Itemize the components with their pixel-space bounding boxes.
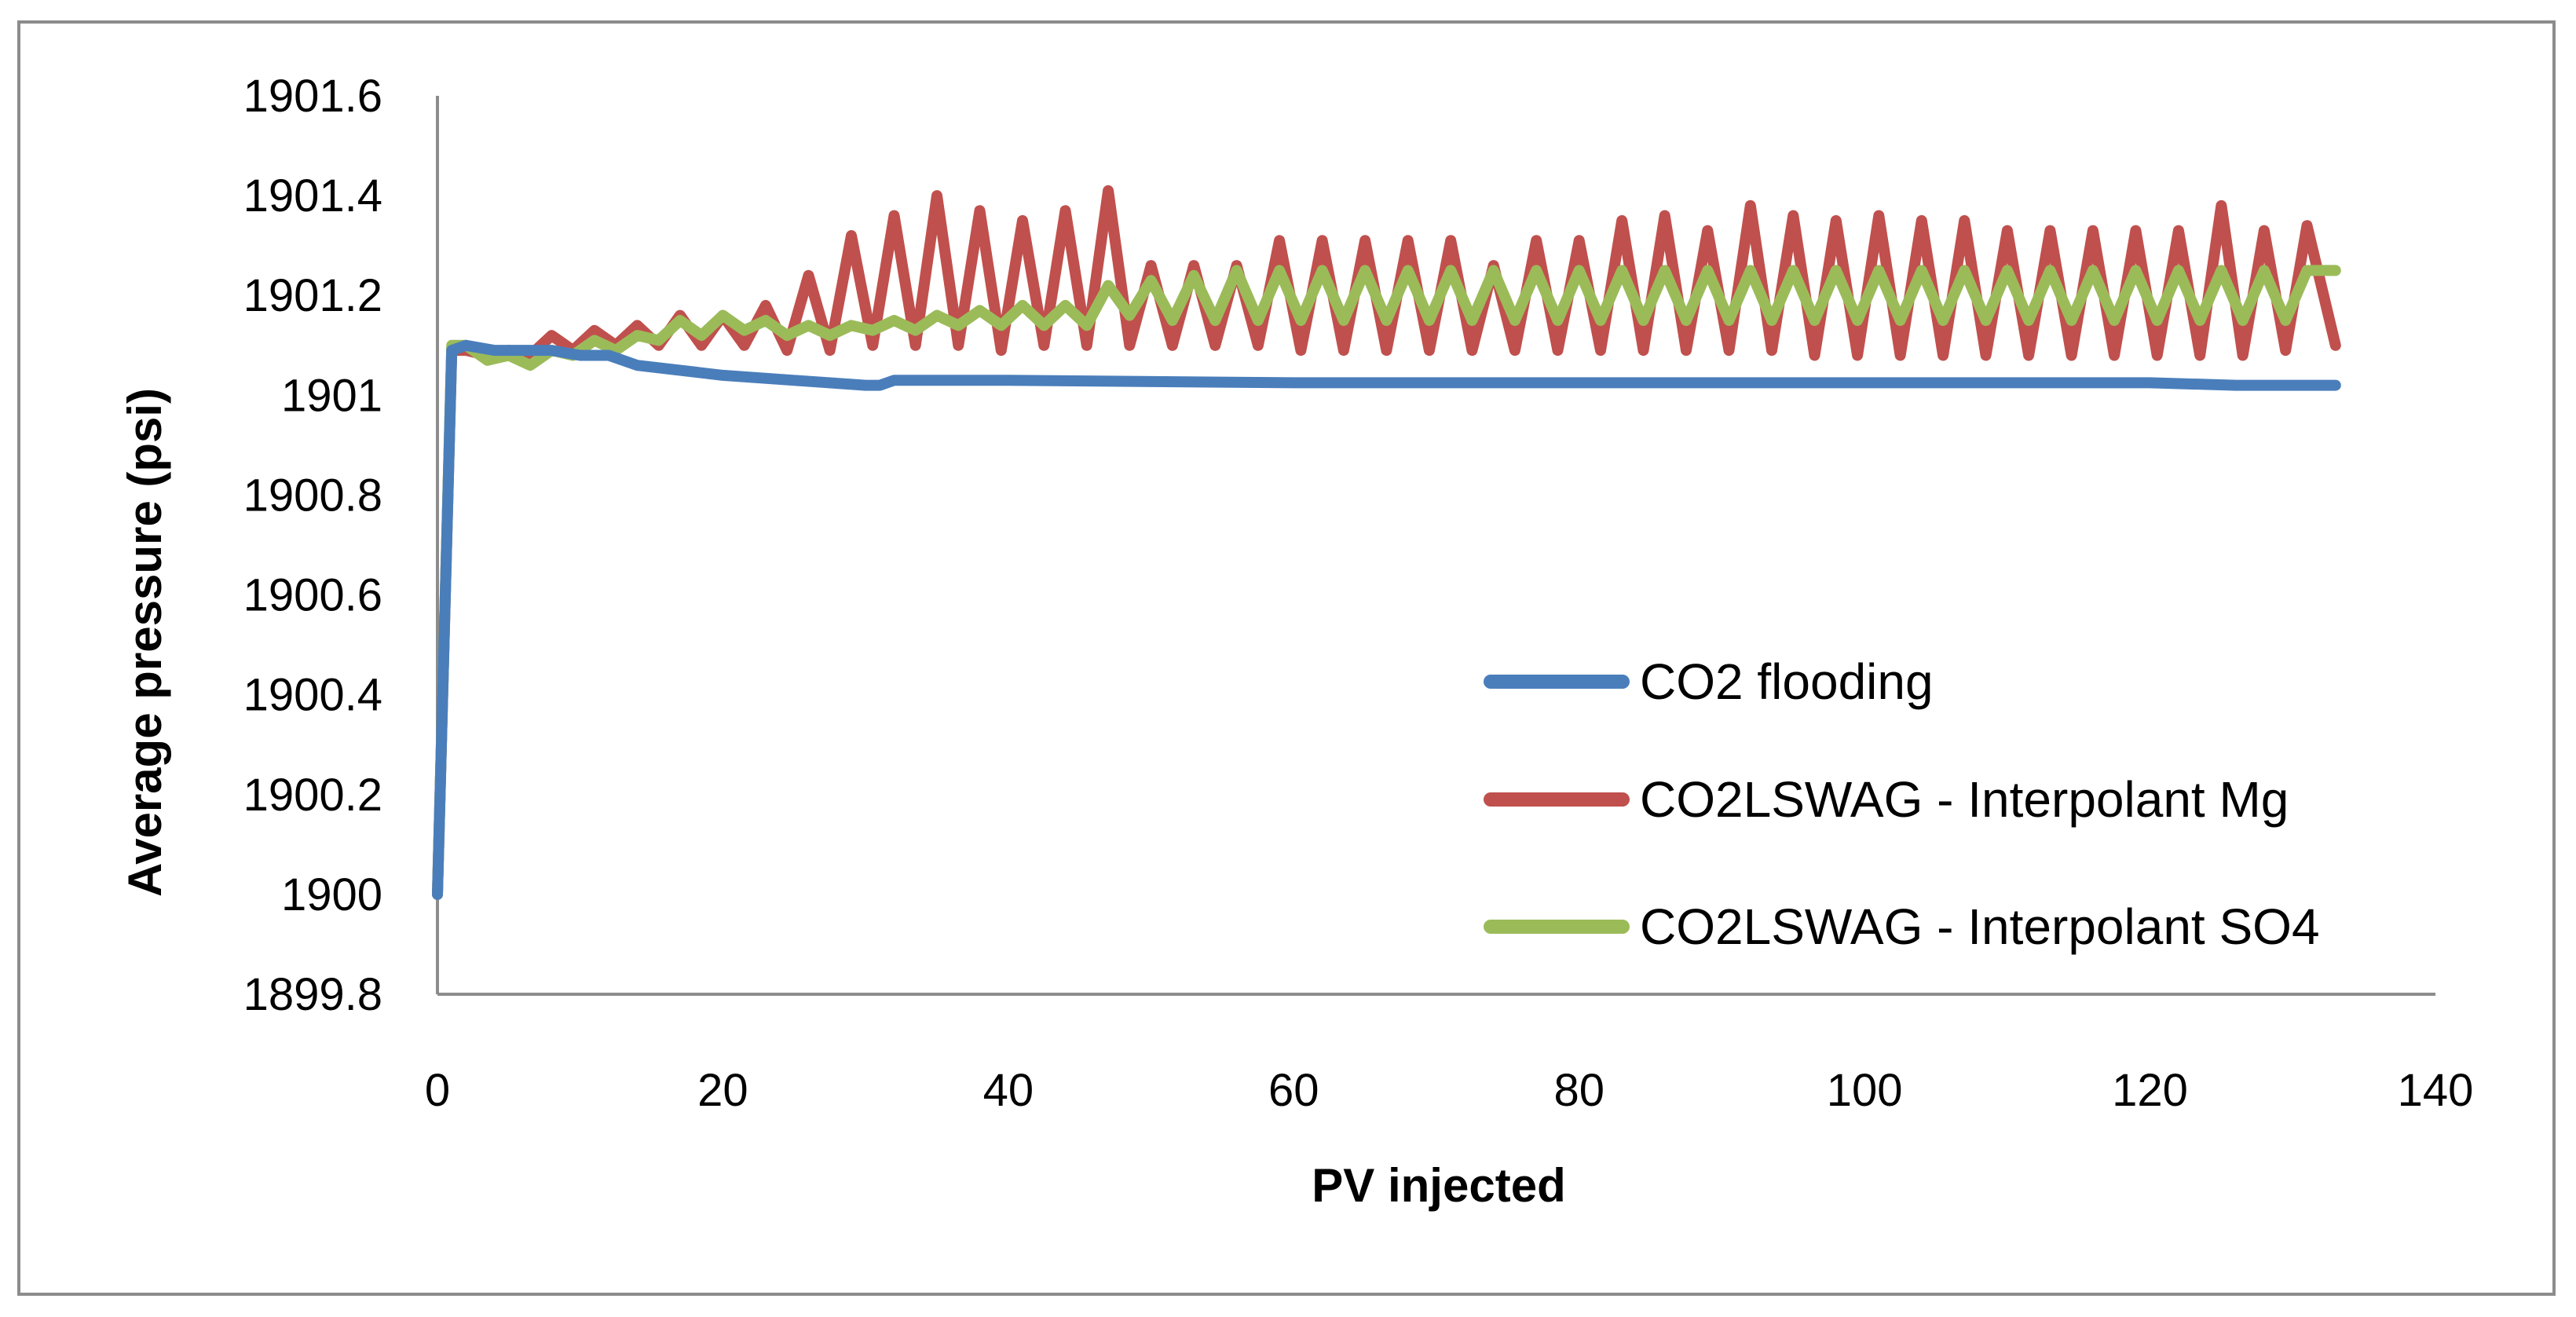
series-line-interpolant-so4 bbox=[432, 265, 2341, 900]
x-tick-label: 0 bbox=[425, 1065, 450, 1116]
legend-label-interpolant-so4: CO2LSWAG - Interpolant SO4 bbox=[1640, 898, 2320, 955]
x-tick-label: 100 bbox=[1827, 1065, 1903, 1116]
x-tick-label: 80 bbox=[1553, 1065, 1605, 1116]
y-tick-label: 1901.2 bbox=[243, 270, 382, 321]
x-tick-label: 140 bbox=[2398, 1065, 2474, 1116]
legend-label-interpolant-mg: CO2LSWAG - Interpolant Mg bbox=[1640, 771, 2289, 828]
x-tick-label: 20 bbox=[697, 1065, 748, 1116]
legend: CO2 flooding CO2LSWAG - Interpolant Mg C… bbox=[1484, 653, 2320, 955]
x-tick-label: 60 bbox=[1268, 1065, 1319, 1116]
y-tick-label: 1901.6 bbox=[243, 71, 382, 122]
legend-label-co2-flooding: CO2 flooding bbox=[1640, 653, 1934, 710]
y-tick-label: 1900.6 bbox=[243, 570, 382, 621]
x-tick-labels: 0 20 40 60 80 100 120 140 bbox=[425, 1065, 2474, 1116]
y-tick-label: 1900 bbox=[281, 869, 382, 920]
x-axis-title: PV injected bbox=[1312, 1159, 1565, 1212]
series-line-co2-flooding bbox=[432, 339, 2341, 900]
y-tick-label: 1901.4 bbox=[243, 170, 382, 221]
y-axis-title: Average pressure (psi) bbox=[119, 388, 171, 897]
y-tick-label: 1900.8 bbox=[243, 470, 382, 521]
y-tick-label: 1901 bbox=[281, 370, 382, 421]
x-tick-label: 40 bbox=[983, 1065, 1034, 1116]
series-lines bbox=[432, 185, 2341, 900]
y-tick-label: 1900.4 bbox=[243, 670, 382, 721]
y-tick-labels: 1899.8 1900 1900.2 1900.4 1900.6 1900.8 1901 19… bbox=[243, 71, 382, 1020]
y-tick-label: 1900.2 bbox=[243, 770, 382, 821]
x-tick-label: 120 bbox=[2112, 1065, 2188, 1116]
y-tick-label: 1899.8 bbox=[243, 969, 382, 1020]
